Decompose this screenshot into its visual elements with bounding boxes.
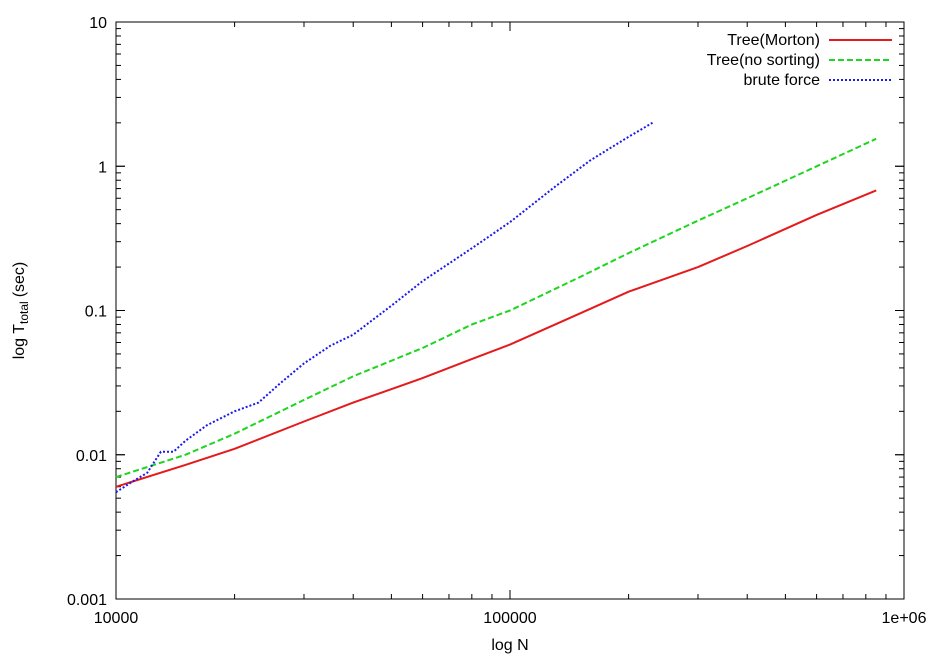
- legend-label: brute force: [744, 72, 821, 89]
- x-axis-label: log N: [491, 637, 528, 654]
- x-tick-label: 1e+06: [882, 610, 927, 627]
- y-tick-label: 0.1: [85, 304, 107, 321]
- x-tick-label: 100000: [483, 610, 536, 627]
- legend: Tree(Morton) Tree(no sorting) brute force: [707, 32, 892, 89]
- data-series: [115, 121, 877, 494]
- y-axis-label-main: log T: [11, 324, 28, 360]
- y-tick-label: 0.001: [67, 592, 107, 609]
- series-tree-morton-line: [115, 189, 877, 488]
- y-axis-label-unit: (sec): [11, 262, 28, 298]
- series-tree-no-sorting-line: [115, 137, 877, 479]
- legend-label: Tree(Morton): [727, 32, 820, 49]
- series-brute-force-line: [115, 121, 654, 494]
- y-tick-label: 1: [98, 159, 107, 176]
- y-tick-label: 10: [89, 15, 107, 32]
- y-tick-label: 0.01: [76, 448, 107, 465]
- legend-label: Tree(no sorting): [707, 52, 820, 69]
- y-axis-label-subscript: total: [17, 301, 31, 324]
- x-tick-label: 10000: [94, 610, 139, 627]
- y-axis-label: log Ttotal (sec): [11, 262, 31, 360]
- tick-marks: 10000 100000 1e+06 0.001 0.01 0.1 1 10: [67, 15, 927, 627]
